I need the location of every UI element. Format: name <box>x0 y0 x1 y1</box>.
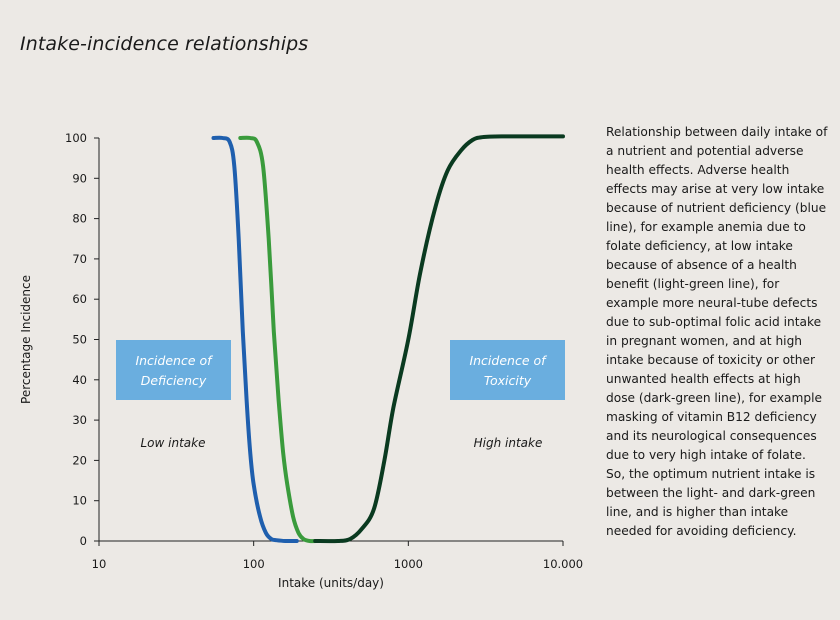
toxicity-box-label: Toxicity <box>484 373 532 388</box>
x-tick-label: 1000 <box>394 557 423 571</box>
x-tick-label: 10.000 <box>543 557 583 571</box>
chart-axes: 0 10 20 30 40 50 60 70 80 90 100 10 100 1000 10.000 Int… <box>19 131 583 590</box>
page-title: Intake-incidence relationships <box>20 33 309 55</box>
y-tick-label: 60 <box>72 292 87 306</box>
y-tick-label: 30 <box>72 413 87 427</box>
y-tick-label: 50 <box>72 333 87 347</box>
y-tick-label: 80 <box>72 212 87 226</box>
y-axis-title: Percentage Incidence <box>19 275 33 404</box>
high-intake-label: High intake <box>474 436 543 450</box>
x-axis-title: Intake (units/day) <box>278 576 384 590</box>
toxicity-box <box>450 340 565 400</box>
deficiency-curve-line <box>211 135 299 544</box>
y-tick-label: 40 <box>72 373 87 387</box>
deficiency-box-label: Deficiency <box>141 373 207 388</box>
annotation-boxes: Incidence of Deficiency Incidence of Toxici… <box>116 340 565 450</box>
y-tick-label: 10 <box>72 494 87 508</box>
y-tick-label: 0 <box>80 534 87 548</box>
chart-series <box>211 134 565 544</box>
y-tick-label: 20 <box>72 453 87 467</box>
x-tick-label: 10 <box>92 557 107 571</box>
figure-caption: Relationship between daily intake of a n… <box>606 125 828 538</box>
intake-incidence-chart: 0 10 20 30 40 50 60 70 80 90 100 10 100 1000 10.000 Int… <box>19 131 583 590</box>
deficiency-box-label: Incidence of <box>135 353 213 368</box>
toxicity-curve-line <box>313 134 565 544</box>
y-tick-label: 100 <box>65 131 87 145</box>
low-intake-label: Low intake <box>141 436 206 450</box>
x-tick-label: 100 <box>243 557 265 571</box>
toxicity-box-label: Incidence of <box>469 353 547 368</box>
y-tick-label: 70 <box>72 252 87 266</box>
benefit-curve-line <box>238 135 320 544</box>
y-tick-label: 90 <box>72 171 87 185</box>
deficiency-box <box>116 340 231 400</box>
